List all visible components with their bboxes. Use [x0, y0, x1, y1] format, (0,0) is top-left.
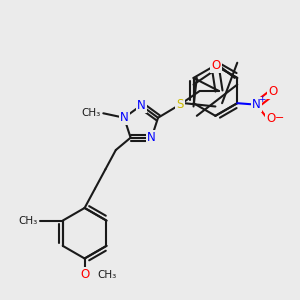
Text: N: N: [147, 131, 156, 144]
Text: −: −: [275, 113, 284, 123]
Text: O: O: [268, 85, 278, 98]
Text: N: N: [120, 111, 128, 124]
Text: O: O: [80, 268, 89, 281]
Text: N: N: [137, 99, 146, 112]
Text: +: +: [258, 95, 266, 104]
Text: CH₃: CH₃: [97, 270, 116, 280]
Text: N: N: [252, 98, 261, 111]
Text: CH₃: CH₃: [82, 108, 101, 118]
Text: O: O: [212, 59, 220, 72]
Text: O: O: [266, 112, 275, 124]
Text: S: S: [177, 98, 184, 111]
Text: CH₃: CH₃: [19, 216, 38, 226]
